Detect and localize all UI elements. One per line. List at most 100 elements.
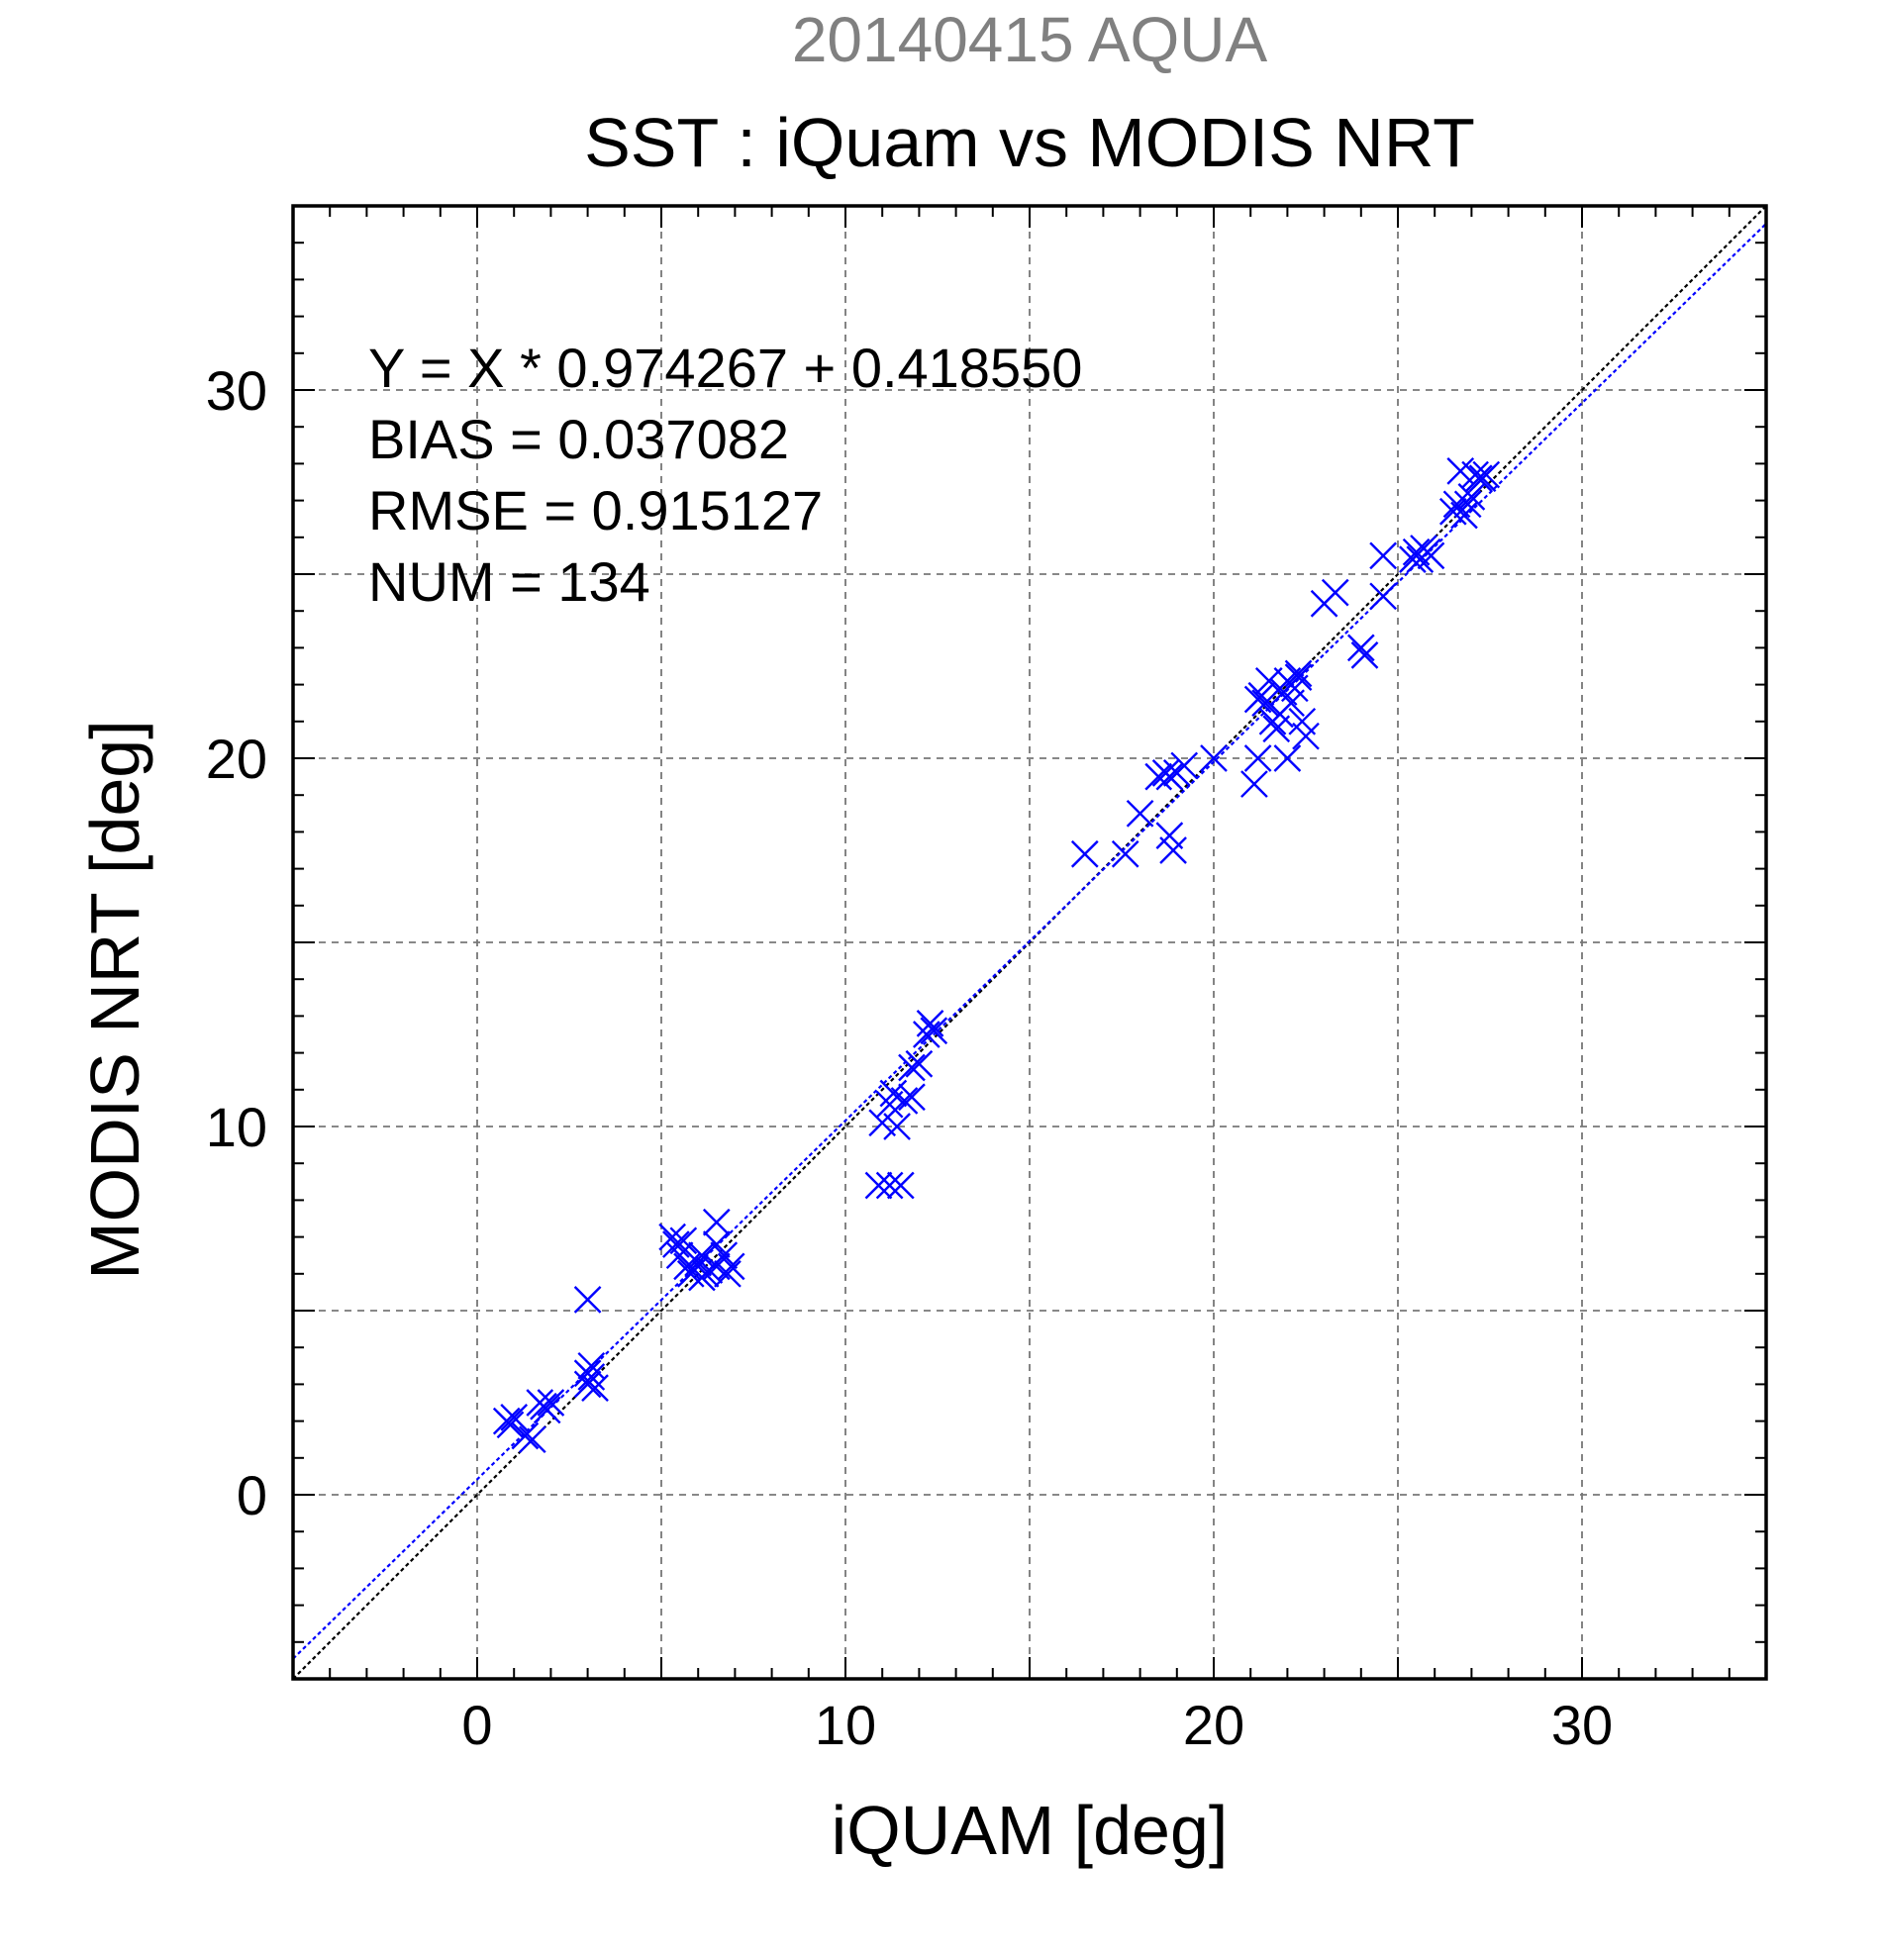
chart-subtitle: 20140415 AQUA — [792, 4, 1268, 75]
data-point — [1273, 744, 1302, 772]
data-point — [1453, 490, 1482, 519]
data-point-stroke — [518, 1425, 546, 1454]
data-point — [1350, 640, 1379, 669]
data-point-stroke — [533, 1396, 561, 1424]
minor-ticks — [293, 206, 1766, 1679]
data-point — [669, 1226, 698, 1255]
data-point — [1200, 744, 1228, 772]
data-point — [875, 1171, 904, 1200]
y-tick-label: 30 — [206, 359, 267, 422]
data-point-stroke — [912, 1021, 940, 1048]
data-point-stroke — [886, 1171, 915, 1200]
data-point — [1243, 744, 1272, 772]
data-point — [1155, 762, 1184, 791]
data-point-stroke — [688, 1241, 716, 1270]
data-point-stroke — [1292, 722, 1320, 750]
data-point-stroke — [577, 1351, 606, 1380]
data-point — [717, 1252, 745, 1281]
data-point-stroke — [1159, 836, 1187, 864]
data-point-stroke — [1284, 663, 1313, 692]
data-point — [890, 1087, 919, 1115]
data-point-stroke — [1321, 578, 1349, 607]
data-point-stroke — [1273, 744, 1302, 772]
data-point-stroke — [898, 1083, 926, 1112]
data-point-stroke — [1450, 501, 1478, 530]
data-point — [1464, 464, 1493, 493]
data-point-stroke — [710, 1241, 739, 1270]
data-point — [1369, 541, 1397, 570]
x-tick-label: 0 — [461, 1694, 492, 1756]
data-point — [688, 1241, 716, 1270]
data-point — [577, 1363, 606, 1391]
data-point — [905, 1049, 934, 1078]
data-point-stroke — [717, 1252, 745, 1281]
chart-title: SST : iQuam vs MODIS NRT — [584, 104, 1475, 181]
data-point-stroke — [1200, 744, 1228, 772]
data-point — [714, 1259, 742, 1288]
data-point-stroke — [1155, 762, 1184, 791]
data-point — [1111, 839, 1139, 868]
data-point — [898, 1053, 926, 1082]
data-point-stroke — [1402, 538, 1431, 566]
x-tick-label: 20 — [1183, 1694, 1244, 1756]
data-point — [1346, 634, 1375, 662]
data-point — [864, 1171, 893, 1200]
y-tick-label: 0 — [237, 1464, 267, 1526]
data-point-stroke — [714, 1259, 742, 1288]
data-point — [1450, 501, 1478, 530]
data-points — [492, 456, 1501, 1454]
data-point-stroke — [1346, 634, 1375, 662]
data-point — [511, 1421, 540, 1450]
data-point — [533, 1396, 561, 1424]
data-point-stroke — [1247, 681, 1276, 710]
data-point-stroke — [890, 1087, 919, 1115]
data-point-stroke — [1126, 799, 1154, 828]
data-point — [1251, 689, 1279, 718]
data-point-stroke — [662, 1230, 690, 1258]
y-axis-label: MODIS NRT [deg] — [76, 720, 153, 1279]
data-point — [581, 1374, 609, 1402]
data-point-stroke — [920, 1017, 948, 1045]
data-point-stroke — [496, 1411, 525, 1439]
data-point — [1438, 497, 1467, 526]
rmse-stat: RMSE = 0.915127 — [368, 479, 823, 541]
data-point — [537, 1389, 565, 1417]
data-point-stroke — [1144, 762, 1173, 791]
data-point-stroke — [1438, 497, 1467, 526]
data-point-stroke — [581, 1374, 609, 1402]
data-point-stroke — [511, 1421, 540, 1450]
data-point — [886, 1171, 915, 1200]
x-tick-label: 30 — [1551, 1694, 1613, 1756]
data-point — [518, 1425, 546, 1454]
y-tick-label: 10 — [206, 1096, 267, 1158]
data-point-stroke — [1464, 464, 1493, 493]
data-point — [1369, 582, 1397, 611]
data-point — [1126, 799, 1154, 828]
data-point-stroke — [577, 1363, 606, 1391]
grid-lines — [293, 206, 1766, 1679]
data-point — [1240, 770, 1268, 798]
bias-stat: BIAS = 0.037082 — [368, 408, 789, 470]
data-point-stroke — [898, 1053, 926, 1082]
data-point — [673, 1252, 701, 1281]
data-point-stroke — [1284, 659, 1313, 688]
data-point-stroke — [1288, 707, 1317, 735]
data-point — [1457, 483, 1486, 511]
data-point-stroke — [1453, 490, 1482, 519]
data-point — [1155, 822, 1184, 849]
data-point-stroke — [1369, 582, 1397, 611]
data-point-stroke — [1417, 541, 1445, 570]
data-point-stroke — [573, 1285, 602, 1314]
data-point — [916, 1009, 944, 1037]
data-point-stroke — [868, 1109, 897, 1137]
data-point-stroke — [1369, 541, 1397, 570]
data-point — [573, 1285, 602, 1314]
x-axis-label: iQUAM [deg] — [832, 1792, 1229, 1869]
data-point — [883, 1113, 911, 1140]
data-point — [662, 1230, 690, 1258]
data-point — [1321, 578, 1349, 607]
data-point-stroke — [537, 1389, 565, 1417]
data-point-stroke — [1170, 751, 1199, 780]
data-point-stroke — [1442, 490, 1471, 519]
data-point — [898, 1083, 926, 1112]
